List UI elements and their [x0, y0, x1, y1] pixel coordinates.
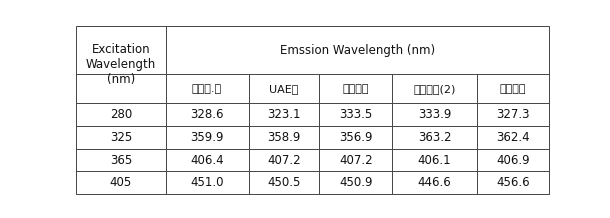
- Text: UAE산: UAE산: [269, 84, 299, 94]
- Text: 333.5: 333.5: [339, 108, 372, 121]
- Text: 356.9: 356.9: [339, 131, 373, 144]
- Text: 407.2: 407.2: [267, 153, 301, 167]
- Text: 450.5: 450.5: [267, 176, 301, 189]
- Text: 451.0: 451.0: [190, 176, 224, 189]
- Text: Excitation
Wavelength
(nm): Excitation Wavelength (nm): [86, 43, 156, 86]
- Text: 358.9: 358.9: [267, 131, 301, 144]
- Text: 405: 405: [110, 176, 132, 189]
- Text: 406.1: 406.1: [418, 153, 451, 167]
- Text: 406.9: 406.9: [496, 153, 530, 167]
- Text: 456.6: 456.6: [496, 176, 530, 189]
- Text: 325: 325: [110, 131, 132, 144]
- Text: 450.9: 450.9: [339, 176, 373, 189]
- Text: Emssion Wavelength (nm): Emssion Wavelength (nm): [280, 44, 435, 57]
- Text: 파푸아.산: 파푸아.산: [192, 84, 222, 94]
- Text: 323.1: 323.1: [267, 108, 301, 121]
- Text: 365: 365: [110, 153, 132, 167]
- Text: 406.4: 406.4: [190, 153, 224, 167]
- Text: 407.2: 407.2: [339, 153, 373, 167]
- Text: 446.6: 446.6: [418, 176, 451, 189]
- Text: 333.9: 333.9: [418, 108, 451, 121]
- Text: 280: 280: [110, 108, 132, 121]
- Text: 359.9: 359.9: [190, 131, 224, 144]
- Text: 러시아산: 러시아산: [342, 84, 369, 94]
- Text: 362.4: 362.4: [496, 131, 530, 144]
- Text: 카타르산: 카타르산: [500, 84, 526, 94]
- Text: 327.3: 327.3: [497, 108, 529, 121]
- Text: 이라크산(2): 이라크산(2): [414, 84, 456, 94]
- Text: 363.2: 363.2: [418, 131, 451, 144]
- Text: 328.6: 328.6: [190, 108, 224, 121]
